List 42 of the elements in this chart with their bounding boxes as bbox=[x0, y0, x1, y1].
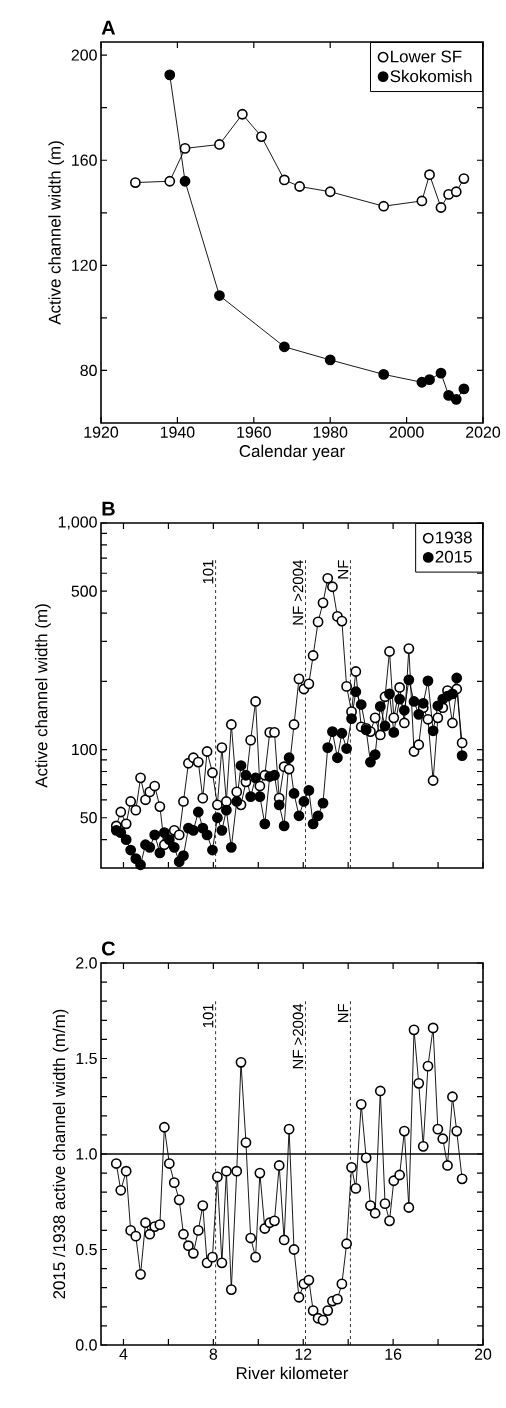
legend-label: 2015 bbox=[435, 550, 472, 563]
chart-title: B bbox=[102, 501, 115, 516]
ref-line-label: NF >2004 bbox=[292, 560, 304, 625]
y-axis-title: Active channel width (m) bbox=[48, 141, 65, 325]
y-tick-label: 100 bbox=[72, 743, 97, 756]
y-tick-label: 1,000 bbox=[58, 516, 97, 530]
y-tick-label: 500 bbox=[71, 585, 97, 597]
x-tick-label: 2000 bbox=[389, 426, 424, 438]
annotation: 101 bbox=[202, 560, 214, 584]
x-tick-label: 8 bbox=[209, 1348, 218, 1360]
x-tick-label: 1960 bbox=[237, 426, 271, 438]
x-tick-label: 1920 bbox=[84, 426, 119, 438]
y-tick-label: 50 bbox=[80, 812, 97, 824]
annotation: 101 bbox=[202, 1004, 214, 1028]
x-tick-label: 2020 bbox=[466, 426, 501, 438]
y-tick-label: 0.5 bbox=[75, 1243, 97, 1256]
x-tick-label: 12 bbox=[295, 1348, 312, 1360]
chart-title: C bbox=[102, 941, 116, 956]
y-axis-title: 2015 /1938 active channel width (m/m) bbox=[52, 1009, 69, 1299]
y-tick-label: 160 bbox=[72, 154, 97, 166]
legend-label: 1938 bbox=[436, 531, 472, 544]
y-tick-label: 1.5 bbox=[76, 1052, 97, 1065]
y-tick-label: 1.0 bbox=[76, 1148, 97, 1160]
y-tick-label: 200 bbox=[71, 49, 97, 61]
legend-label: Lower SF bbox=[391, 50, 462, 63]
x-tick-label: 16 bbox=[385, 1348, 402, 1360]
ref-line-label: NF >2004 bbox=[292, 1003, 304, 1069]
chart-title: A bbox=[101, 20, 116, 35]
x-axis-title: Calendar year bbox=[239, 444, 345, 461]
y-tick-label: 0.0 bbox=[75, 1339, 97, 1351]
x-tick-label: 20 bbox=[474, 1348, 492, 1360]
x-axis-title: River kilometer bbox=[236, 1366, 349, 1380]
y-tick-label: 120 bbox=[72, 259, 97, 271]
x-tick-label: 4 bbox=[119, 1348, 128, 1360]
y-tick-label: 2.0 bbox=[76, 957, 97, 969]
y-tick-label: 80 bbox=[80, 364, 97, 377]
y-axis-title: Active channel width (m) bbox=[34, 604, 51, 788]
ref-line-label: NF bbox=[337, 1004, 349, 1023]
x-tick-label: 1940 bbox=[160, 426, 195, 438]
ref-line-label: NF bbox=[337, 560, 349, 579]
legend-label: Skokomish bbox=[390, 69, 472, 83]
x-tick-label: 1980 bbox=[313, 426, 348, 438]
